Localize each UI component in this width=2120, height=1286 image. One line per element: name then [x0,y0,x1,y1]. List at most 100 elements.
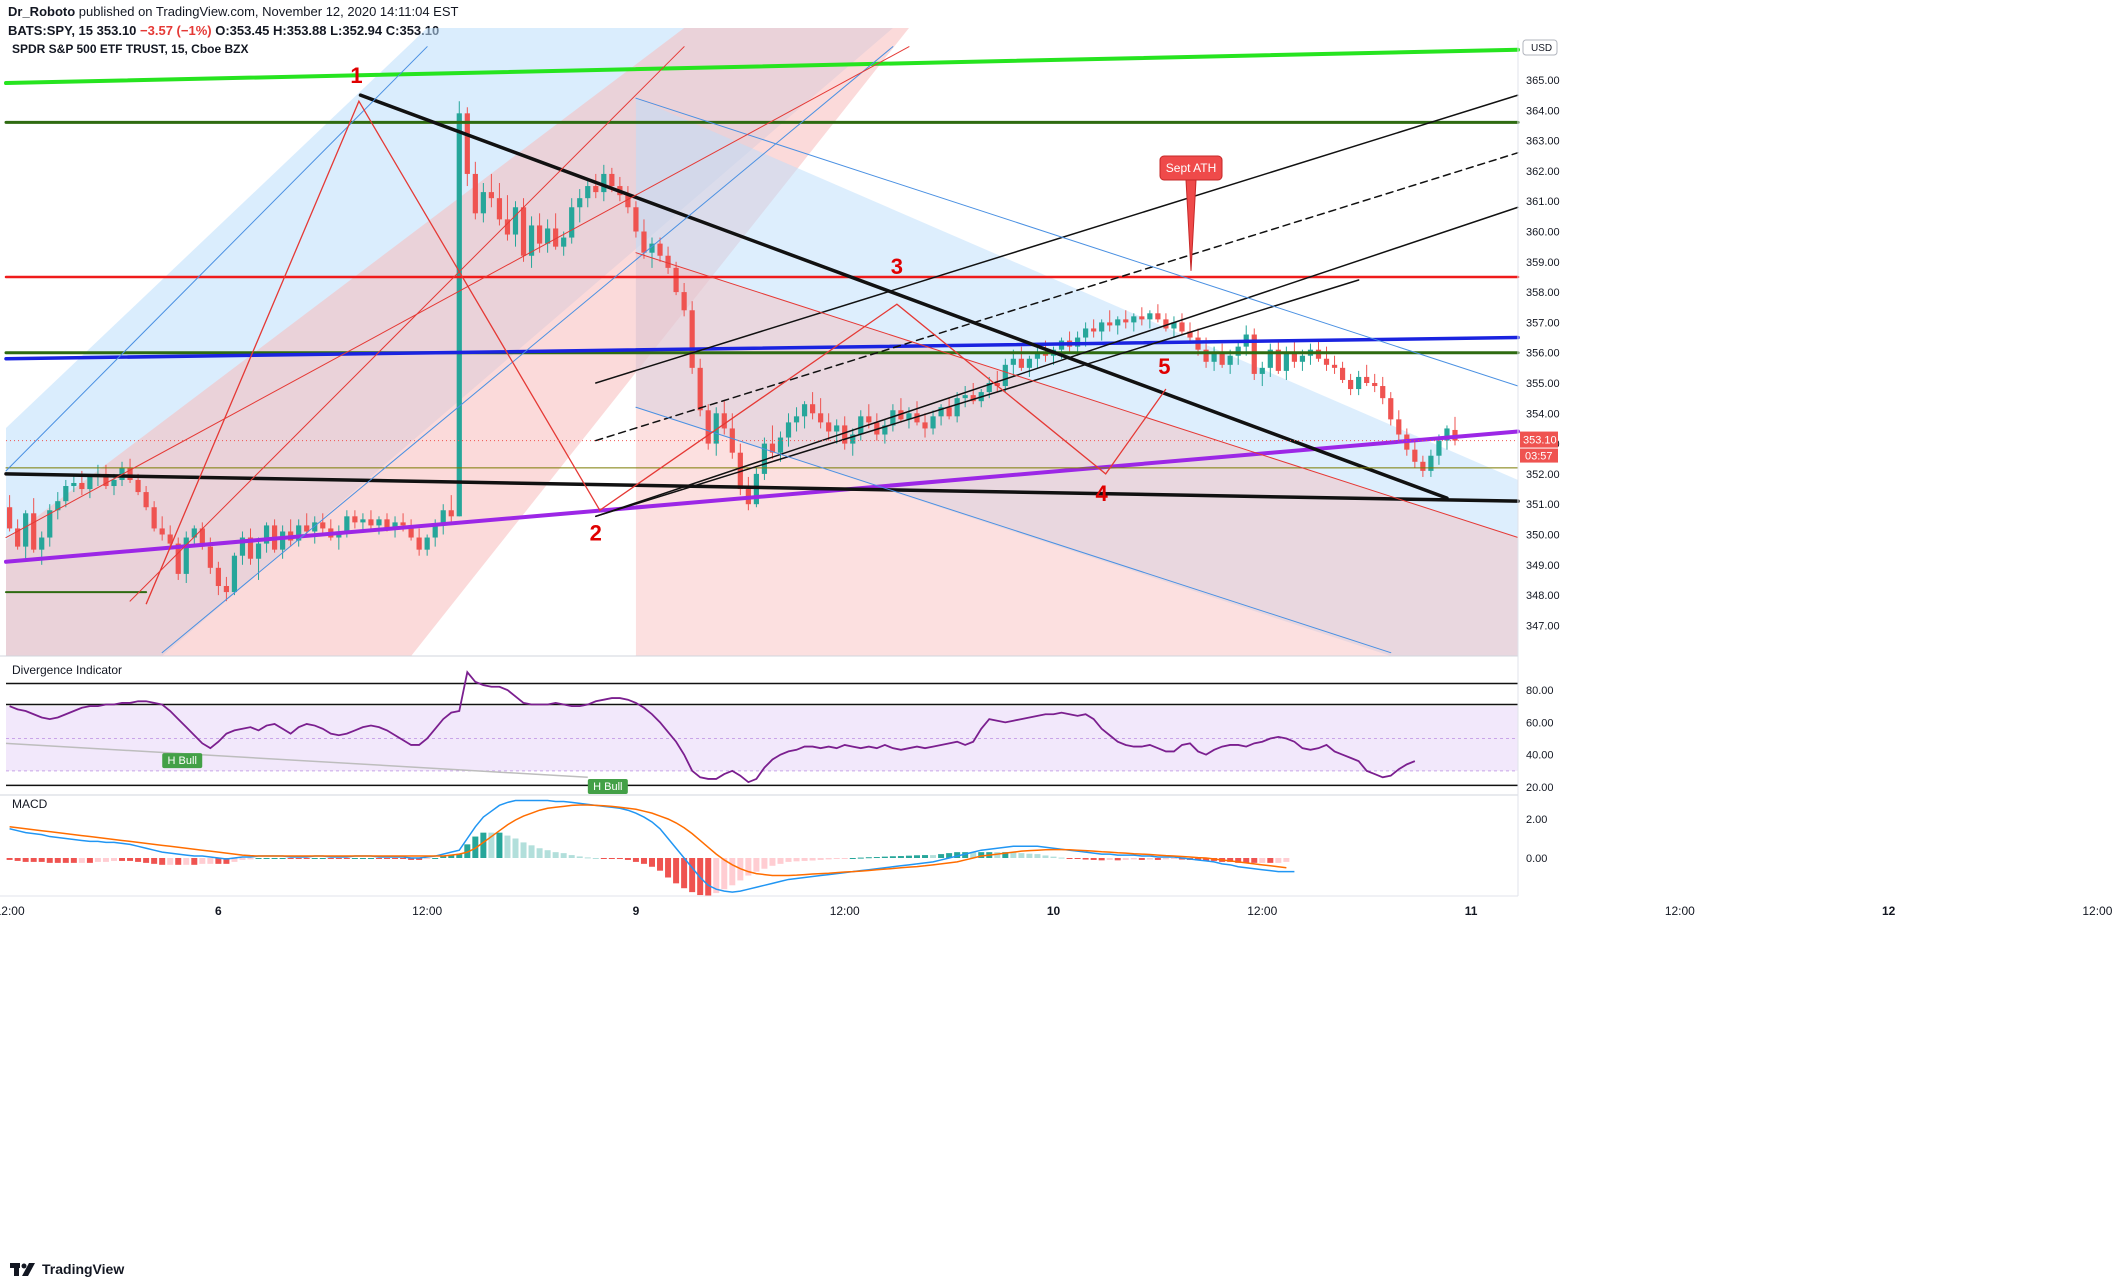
candle-body [448,510,454,517]
candle-body [1267,349,1273,368]
macd-histogram-bar [753,858,760,872]
macd-histogram-bar [1227,858,1234,862]
candle-body [384,519,390,529]
macd-histogram-bar [110,858,117,861]
candle-body [280,531,286,550]
time-tick-label: 6 [215,904,222,918]
footer-brand: TradingView [42,1261,125,1277]
macd-histogram-bar [239,858,246,860]
price-tick-label: 356.00 [1526,348,1560,360]
candle-body [55,501,61,511]
candle-body [649,243,655,253]
candle-body [71,482,77,487]
macd-histogram-bar [841,858,848,859]
macd-histogram-bar [1251,858,1258,863]
signal-label: H Bull [593,781,622,793]
macd-histogram-bar [102,858,109,862]
callout-pointer [1185,179,1197,271]
macd-histogram-bar [408,858,415,860]
candle-body [231,555,238,593]
candle-body [1323,358,1330,365]
macd-histogram-bar [930,855,937,858]
candle-body [1396,419,1402,435]
candle-body [296,525,302,541]
macd-tick-label: 0.00 [1526,853,1547,865]
red-fork-upper [129,46,685,602]
footer[interactable]: TradingView [10,1261,124,1277]
macd-histogram-bar [994,852,1001,858]
candle-body [545,228,551,244]
candle-body [954,398,960,417]
divergence-tick-label: 60.00 [1526,717,1554,729]
candle-body [175,543,181,574]
candle-body [818,413,824,423]
symbol: BATS:SPY, 15 [8,23,94,38]
macd-histogram-bar [769,858,776,866]
divergence-pane: Divergence Indicator 20.00 40.00 60.00 80.00… [0,655,1554,794]
price-tick-label: 354.00 [1526,408,1560,420]
macd-histogram-bar [384,858,391,859]
macd-histogram-bar [1090,858,1097,860]
candle-body [1034,352,1041,359]
macd-histogram-bar [1283,858,1290,862]
candle-body [87,476,93,490]
symbol-line: BATS:SPY, 15 353.10 −3.57 (−1%) O:353.45… [8,23,439,38]
wave-label: 2 [590,521,602,546]
time-tick-label: 12:00 [412,904,442,918]
signal-line [9,804,1287,877]
macd-histogram-bar [1034,854,1041,858]
candle-body [304,525,310,532]
candle-body [1123,319,1129,323]
candle-body [633,207,639,232]
candle-body [938,407,944,417]
author[interactable]: Dr_Roboto [8,4,76,19]
candle-body [1348,379,1354,390]
macd-histogram-bar [665,858,672,878]
price-tick-label: 365.00 [1526,75,1560,87]
black-support-line [4,472,1520,503]
macd-histogram-bar [761,858,768,869]
macd-histogram-bar [1243,858,1250,863]
macd-histogram-bar [343,858,350,859]
macd-histogram-bar [287,858,294,859]
candle-body [440,510,446,526]
candle-body [1388,398,1394,420]
candle-body [1099,322,1105,332]
macd-histogram-bar [729,858,736,886]
macd-histogram-bar [424,858,431,859]
macd-histogram-bar [86,858,93,863]
macd-histogram-bar [713,858,720,894]
candle-body [536,225,543,244]
price-tick-label: 348.00 [1526,590,1560,602]
candle-body [1139,316,1145,320]
candle-body [1444,428,1450,441]
macd-histogram-bar [1042,855,1049,858]
macd-histogram-bar [576,856,583,858]
candle-body [79,482,85,490]
macd-histogram-bar [30,858,37,862]
price-tick-label: 352.00 [1526,469,1560,481]
candle-body [1115,319,1121,326]
candle-body [986,383,992,393]
candle-body [1412,449,1418,462]
candle-body [1339,367,1346,380]
candle-body [400,522,406,526]
macd-histogram-bar [159,858,166,865]
candle-body [1291,352,1297,362]
macd-histogram-bar [70,858,77,863]
macd-histogram-bar [793,858,800,862]
candle-body [1002,364,1008,387]
candle-body [151,507,157,529]
macd-histogram-bar [552,852,559,858]
candle-body [553,228,559,247]
candle-body [159,528,165,535]
price-tick-label: 359.00 [1526,257,1560,269]
macd-histogram-bar [263,858,270,859]
lower-channel-line-2 [595,279,1360,518]
tradingview-logo-icon [10,1263,35,1276]
macd-histogram-bar [801,858,808,861]
candle-body [1107,322,1113,326]
macd-histogram-bar [640,858,647,864]
candle-body [593,186,599,193]
